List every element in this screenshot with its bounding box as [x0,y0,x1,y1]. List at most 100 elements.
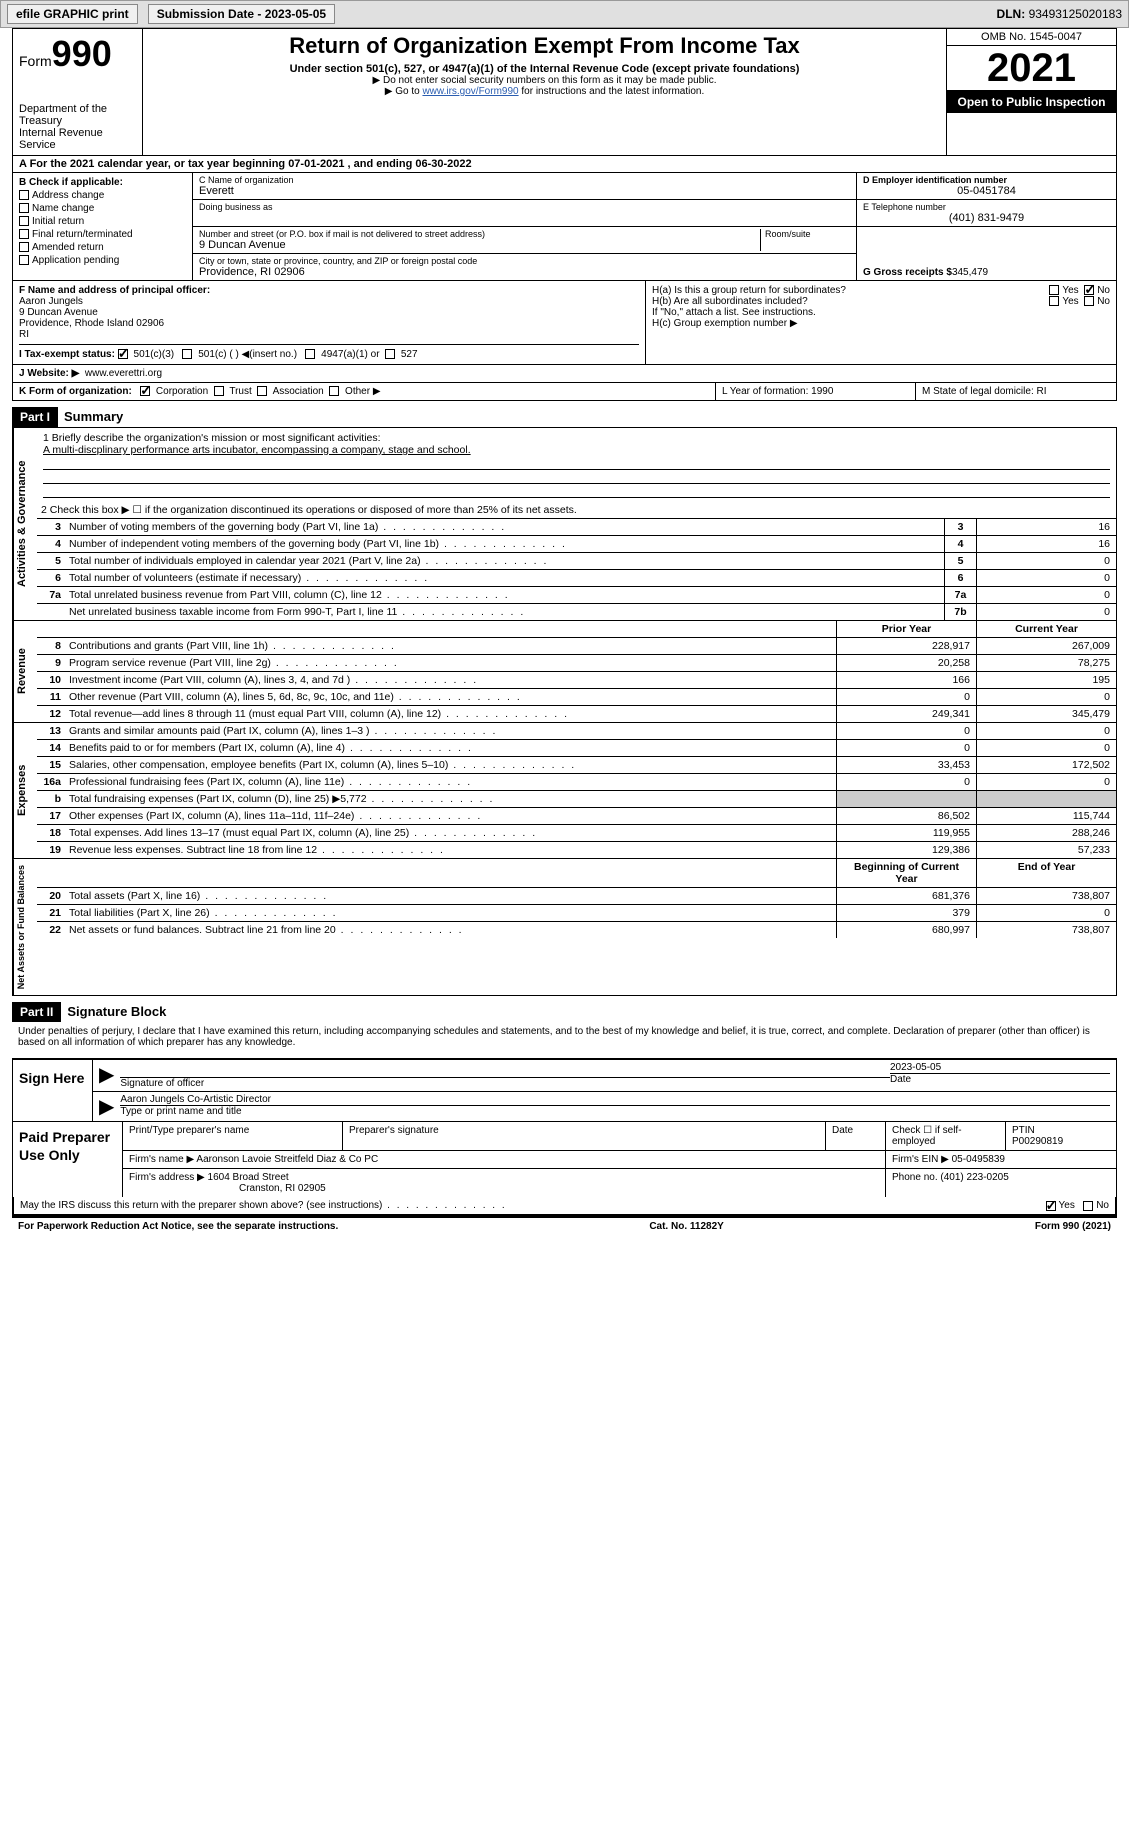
firm-addr2: Cranston, RI 02905 [239,1183,326,1194]
line-desc: Total expenses. Add lines 13–17 (must eq… [65,825,836,841]
part1-header: Part I [12,407,58,427]
discuss-yes[interactable] [1046,1201,1056,1211]
street-address: 9 Duncan Avenue [199,239,760,251]
hb-no[interactable] [1084,296,1094,306]
submission-button[interactable]: Submission Date - 2023-05-05 [148,4,335,24]
ptin-label: PTIN [1012,1125,1110,1136]
part1-title: Summary [58,409,123,424]
current-val: 0 [976,723,1116,739]
line-desc: Net unrelated business taxable income fr… [65,604,944,620]
sign-here-label: Sign Here [13,1060,93,1121]
current-val: 115,744 [976,808,1116,824]
chk-trust[interactable] [214,386,224,396]
current-val [976,791,1116,807]
line-val: 0 [976,604,1116,620]
arrow-icon: ▶ [99,1094,114,1119]
prep-name-label: Print/Type preparer's name [123,1122,343,1150]
prior-val: 0 [836,774,976,790]
current-val: 738,807 [976,922,1116,938]
chk-final[interactable] [19,229,29,239]
officer-name: Aaron Jungels [19,296,639,307]
line-num: 14 [37,740,65,756]
prior-val [836,791,976,807]
current-val: 0 [976,905,1116,921]
chk-assoc[interactable] [257,386,267,396]
hdr-prior: Prior Year [836,621,976,637]
city-label: City or town, state or province, country… [199,256,850,266]
prep-self-emp: Check ☐ if self-employed [886,1122,1006,1150]
vtab-netassets: Net Assets or Fund Balances [13,859,37,995]
line-desc: Other revenue (Part VIII, column (A), li… [65,689,836,705]
sig-officer-label: Signature of officer [120,1078,890,1089]
ein-label: D Employer identification number [863,175,1110,185]
row-m-state: M State of legal domicile: RI [916,383,1116,400]
chk-amended[interactable] [19,242,29,252]
sig-date-label: Date [890,1074,1110,1085]
irs-link[interactable]: www.irs.gov/Form990 [422,86,518,97]
prior-val: 680,997 [836,922,976,938]
efile-button[interactable]: efile GRAPHIC print [7,4,138,24]
gross-receipts: 345,479 [952,267,988,278]
line-box: 4 [944,536,976,552]
prior-val: 681,376 [836,888,976,904]
col-b-checkboxes: B Check if applicable: Address change Na… [13,173,193,280]
current-val: 0 [976,774,1116,790]
line-desc: Total fundraising expenses (Part IX, col… [65,791,836,807]
officer-addr1: 9 Duncan Avenue [19,307,639,318]
chk-corp[interactable] [140,386,150,396]
chk-initial[interactable] [19,216,29,226]
line-num: 13 [37,723,65,739]
form-footer: Form 990 (2021) [1035,1221,1111,1232]
line-num: 4 [37,536,65,552]
prior-val: 20,258 [836,655,976,671]
discuss-no[interactable] [1083,1201,1093,1211]
prior-val: 166 [836,672,976,688]
firm-addr-label: Firm's address ▶ [129,1172,205,1183]
chk-name-change[interactable] [19,203,29,213]
line-num: 9 [37,655,65,671]
cat-number: Cat. No. 11282Y [649,1221,723,1232]
phone-value: (401) 223-0205 [940,1172,1008,1183]
chk-501c[interactable] [182,349,192,359]
part2-title: Signature Block [61,1004,166,1019]
row-k-form-org: K Form of organization: Corporation Trus… [13,383,716,400]
vtab-governance: Activities & Governance [13,428,37,620]
form-subtitle: Under section 501(c), 527, or 4947(a)(1)… [153,63,936,75]
line-num: 10 [37,672,65,688]
phone-label: Phone no. [892,1172,938,1183]
officer-addr3: RI [19,329,639,340]
chk-527[interactable] [385,349,395,359]
chk-other[interactable] [329,386,339,396]
line-box: 7b [944,604,976,620]
line-desc: Total unrelated business revenue from Pa… [65,587,944,603]
omb-number: OMB No. 1545-0047 [947,29,1116,46]
row-a-period: A For the 2021 calendar year, or tax yea… [12,156,1117,173]
prior-val: 249,341 [836,706,976,722]
mission-text: A multi-discplinary performance arts inc… [43,444,1110,456]
line-num: 12 [37,706,65,722]
line-desc: Total assets (Part X, line 16) [65,888,836,904]
chk-address-change[interactable] [19,190,29,200]
chk-501c3[interactable] [118,349,128,359]
ha-yes[interactable] [1049,285,1059,295]
top-bar: efile GRAPHIC print Submission Date - 20… [0,0,1129,28]
line-num: 16a [37,774,65,790]
current-val: 738,807 [976,888,1116,904]
line-num: 6 [37,570,65,586]
open-inspection: Open to Public Inspection [947,90,1116,113]
line-box: 3 [944,519,976,535]
firm-name: Aaronson Lavoie Streitfeld Diaz & Co PC [196,1154,378,1165]
prior-val: 228,917 [836,638,976,654]
row-j-website: J Website: ▶ www.everettri.org [12,365,1117,383]
line-desc: Total revenue—add lines 8 through 11 (mu… [65,706,836,722]
firm-ein-label: Firm's EIN ▶ [892,1154,949,1165]
ha-no[interactable] [1084,285,1094,295]
form-number: Form990 [19,33,136,75]
chk-4947[interactable] [305,349,315,359]
chk-pending[interactable] [19,255,29,265]
sig-name-label: Type or print name and title [120,1106,1110,1117]
line-2: 2 Check this box ▶ ☐ if the organization… [37,502,1116,518]
current-val: 345,479 [976,706,1116,722]
hb-yes[interactable] [1049,296,1059,306]
irs-label: Internal Revenue Service [19,127,136,151]
